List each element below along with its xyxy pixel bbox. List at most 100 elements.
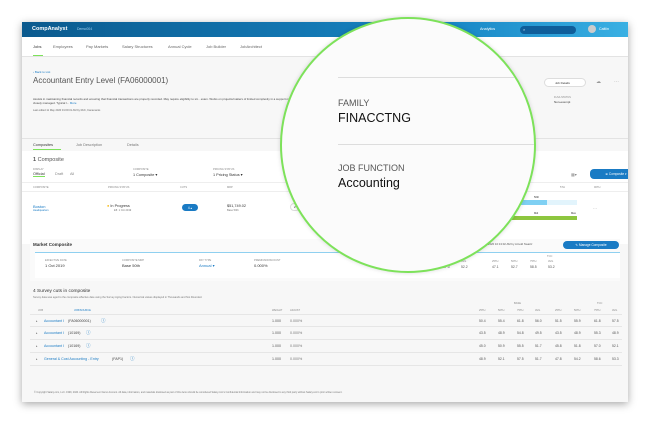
cut-value: 48.9 bbox=[574, 331, 581, 335]
cut-value: 57.5 bbox=[517, 357, 524, 361]
status-date: Eff. 1 Oct 2019 bbox=[114, 209, 132, 212]
nav-annual-cycle[interactable]: Annual Cycle bbox=[168, 44, 192, 49]
composite-sub: Headquarters bbox=[33, 209, 49, 212]
info-icon[interactable]: ⓘ bbox=[101, 318, 106, 323]
col-job-source[interactable]: JOB/SOURCE bbox=[74, 309, 91, 312]
cut-pct-header: 25TH bbox=[555, 309, 562, 312]
add-composite-button[interactable]: ⊕ Composite ▾ bbox=[590, 169, 628, 179]
cut-value: 54.2 bbox=[574, 357, 581, 361]
row-more-icon[interactable]: ⋯ bbox=[593, 206, 597, 211]
survey-cut-row[interactable]: ▸ Accountant I (FA06000001) ⓘ 1.000 0.000% 50.… bbox=[30, 314, 622, 327]
cut-value: 45.0 bbox=[479, 344, 486, 348]
cut-value: 50.9 bbox=[498, 344, 505, 348]
expand-icon[interactable]: ▸ bbox=[36, 319, 38, 323]
columns-icon[interactable]: ▦▾ bbox=[571, 172, 577, 177]
pay-type-label: PAY TYPE bbox=[199, 259, 212, 262]
bar-label-max: Max bbox=[571, 212, 576, 215]
survey-cuts-note: Survey data was aged to the composite ef… bbox=[33, 296, 203, 299]
job-details-button[interactable]: Job Details bbox=[544, 78, 586, 87]
base-group-label: BASE bbox=[514, 302, 521, 305]
more-options-icon[interactable]: ⋯ bbox=[614, 79, 619, 85]
premium-value: 0.000% bbox=[254, 263, 268, 268]
magnifier-overlay: FAMILY FINACCTNG JOB FUNCTION Accounting bbox=[280, 17, 536, 273]
analytics-menu[interactable]: Analytics bbox=[480, 27, 496, 31]
market-pct-header: AVG bbox=[461, 260, 467, 263]
cut-value: 48.9 bbox=[612, 331, 619, 335]
back-to-list-link[interactable]: ‹ Back to List bbox=[33, 70, 51, 74]
cuts-toggle-button[interactable]: 4 ▴ bbox=[182, 204, 198, 211]
display-official[interactable]: Official bbox=[33, 172, 45, 177]
mrp-value: $51,749.02 bbox=[227, 204, 247, 208]
survey-cut-row[interactable]: ▸ Accountant I (10169) ⓘ 1.000 0.000% 43.5 48.9… bbox=[30, 327, 622, 340]
bar-label-mid: Mid bbox=[534, 212, 539, 215]
nav-employees[interactable]: Employees bbox=[53, 44, 73, 49]
manage-composite-button[interactable]: ✎ Manage Composite bbox=[563, 241, 619, 249]
nav-pay-markets[interactable]: Pay Markets bbox=[86, 44, 109, 49]
search-input[interactable]: ⌕ bbox=[520, 25, 576, 34]
cut-name-link[interactable]: Accountant I bbox=[44, 331, 64, 335]
market-base-value: 52.2 bbox=[461, 265, 468, 269]
col-90th: 90TH bbox=[594, 186, 601, 189]
cloud-download-icon[interactable]: ☁ bbox=[596, 79, 601, 85]
composite-count: 1 Composite bbox=[33, 157, 64, 163]
survey-cut-row[interactable]: ▸ Accountant I (10169) ⓘ 1.000 0.000% 45.0 50.9… bbox=[30, 340, 622, 353]
tab-active-indicator bbox=[33, 149, 61, 150]
nav-jobs[interactable]: Jobs bbox=[33, 44, 42, 49]
nav-jobarchitect[interactable]: JobArchitect bbox=[240, 44, 263, 49]
survey-cut-row[interactable]: ▸ General & Cost Accounting - Entry (FAP1)… bbox=[30, 353, 622, 366]
composite-filter-label: COMPOSITE bbox=[133, 168, 149, 171]
flsa-value: Non-exempt bbox=[554, 100, 571, 104]
market-edited: 2 Feb 2020 10:13:02 AM by Arnold Swartz bbox=[480, 242, 533, 246]
market-composite-title: Market Composite bbox=[33, 242, 73, 247]
cut-name-link[interactable]: Accountant I bbox=[44, 344, 64, 348]
tab-composites[interactable]: Composites bbox=[33, 143, 54, 147]
info-icon[interactable]: ⓘ bbox=[86, 330, 91, 335]
col-mrp: MRP bbox=[227, 186, 233, 189]
tab-details[interactable]: Details bbox=[127, 143, 139, 147]
nav-job-builder[interactable]: Job Builder bbox=[206, 44, 227, 49]
pay-type-select[interactable]: Annual ▾ bbox=[199, 263, 215, 268]
cut-pct-header: 75TH bbox=[594, 309, 601, 312]
pricing-filter-label: PRICING STATUS bbox=[213, 168, 235, 171]
composite-filter[interactable]: 1 Composite ▾ bbox=[133, 173, 158, 177]
cut-pct-header: 75TH bbox=[517, 309, 524, 312]
expand-icon[interactable]: ▸ bbox=[36, 331, 38, 335]
cut-value: 55.3 bbox=[594, 331, 601, 335]
cut-value: 51.7 bbox=[535, 357, 542, 361]
cut-code: (10169) bbox=[68, 331, 81, 335]
composite-name-link[interactable]: Boston bbox=[33, 204, 46, 209]
cut-value: 58.6 bbox=[594, 357, 601, 361]
cut-adjust: 0.000% bbox=[290, 344, 303, 348]
cut-value: 45.8 bbox=[555, 344, 562, 348]
cut-name-link[interactable]: Accountant I bbox=[44, 319, 64, 323]
nav-salary-structures[interactable]: Salary Structures bbox=[122, 44, 153, 49]
col-cuts: CUTS bbox=[180, 186, 188, 189]
expand-icon[interactable]: ▸ bbox=[36, 344, 38, 348]
cut-value: 47.8 bbox=[555, 357, 562, 361]
expand-icon[interactable]: ▸ bbox=[36, 357, 38, 361]
col-adjust: ADJUST bbox=[290, 309, 301, 312]
display-all[interactable]: All bbox=[70, 172, 75, 176]
cut-adjust: 0.000% bbox=[290, 357, 303, 361]
cut-code: (FA06000001) bbox=[68, 319, 91, 323]
more-link[interactable]: More bbox=[69, 101, 77, 105]
job-description: Assists in maintaining financial records… bbox=[33, 97, 303, 105]
cut-pct-header: 50TH bbox=[574, 309, 581, 312]
market-tcc-value: 58.5 bbox=[530, 265, 537, 269]
info-icon[interactable]: ⓘ bbox=[130, 356, 135, 361]
pricing-filter[interactable]: 1 Pricing Status ▾ bbox=[213, 173, 243, 177]
display-draft[interactable]: Draft bbox=[55, 172, 64, 176]
avatar[interactable] bbox=[588, 25, 596, 33]
info-icon[interactable]: ⓘ bbox=[86, 343, 91, 348]
cut-value: 55.9 bbox=[574, 319, 581, 323]
composite-mrp-label: COMPOSITE MRP bbox=[122, 259, 145, 262]
user-menu[interactable]: Caitlin bbox=[599, 27, 609, 31]
market-pct-header: AVG bbox=[548, 260, 554, 263]
cut-value: 57.5 bbox=[612, 319, 619, 323]
flsa-label: FLSA STATUS bbox=[554, 96, 571, 99]
cut-name-link[interactable]: General & Cost Accounting - Entry bbox=[44, 357, 99, 361]
col-composite[interactable]: COMPOSITE bbox=[33, 186, 49, 189]
structure-range-bar bbox=[452, 216, 577, 220]
tab-job-description[interactable]: Job Description bbox=[76, 143, 103, 147]
col-job[interactable]: JOB bbox=[38, 309, 44, 312]
